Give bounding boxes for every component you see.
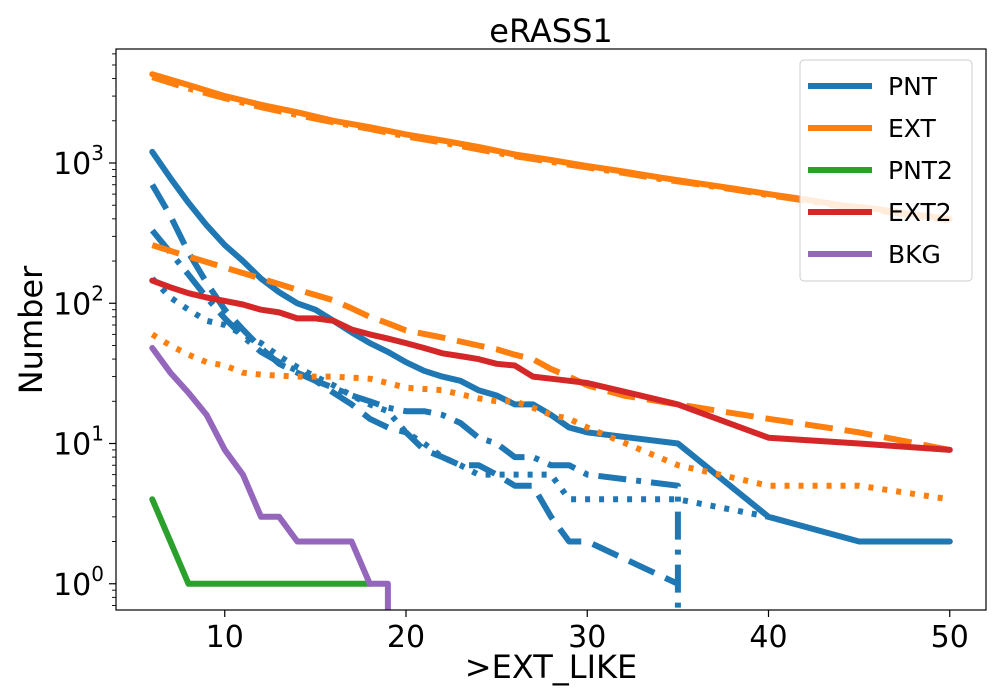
series-line-pnt-dotted [150,276,770,520]
series-line-pnt-dashdot [149,228,681,610]
legend-label-pnt: PNT [888,72,938,101]
x-tick-label: 50 [931,620,969,655]
y-tick-label: 103 [53,141,104,182]
x-tick-label: 30 [568,620,606,655]
series-line-ext-dotted [150,331,951,503]
legend-label-ext: EXT [888,114,936,143]
legend-items: PNT EXT PNT2 EXT2 BKG [808,72,953,269]
y-axis: 100 101 102 103 [53,53,116,606]
x-tick-label: 20 [387,620,425,655]
x-tick-label: 40 [749,620,787,655]
y-tick-label: 102 [53,281,104,322]
legend-label-bkg: BKG [888,240,941,269]
y-tick-label: 101 [53,422,104,463]
x-tick-label: 10 [206,620,244,655]
series-line-ext2-solid [149,277,953,453]
legend: PNT EXT PNT2 EXT2 BKG [799,59,973,282]
series-line-pnt-dashed [149,183,680,587]
x-axis-label: >EXT_LIKE [465,648,637,686]
legend-label-pnt2: PNT2 [888,156,953,185]
y-tick-label: 100 [53,562,104,603]
plot-frame [115,48,987,611]
series-line-pnt2-solid [149,496,373,587]
legend-box [799,59,973,282]
x-axis: 10 20 30 40 50 [206,610,969,655]
legend-label-ext2: EXT2 [888,198,952,227]
y-axis-label: Number [12,265,50,394]
series-line-pnt-solid [149,148,953,545]
series-line-bkg-solid [149,345,391,610]
series-line-ext-dashed [151,242,951,453]
chart-title: eRASS1 [489,12,613,50]
